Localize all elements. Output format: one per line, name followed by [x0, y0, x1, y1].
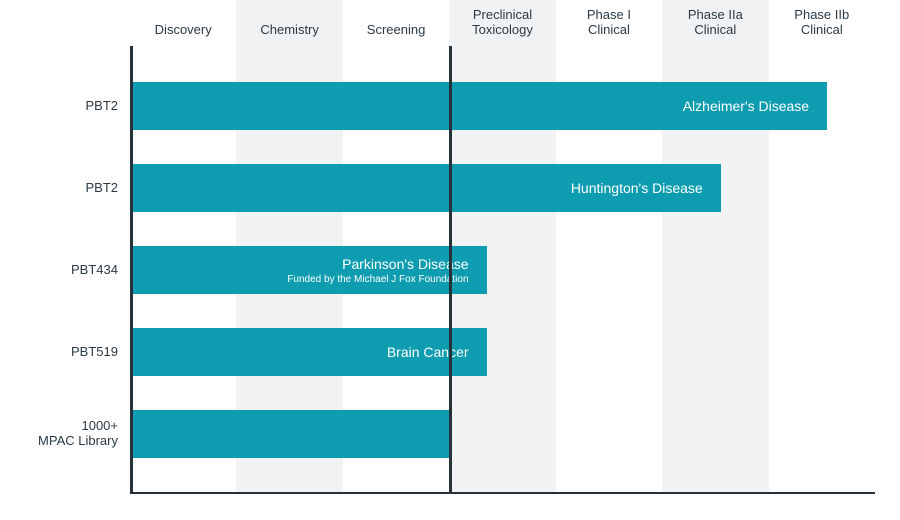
phase-header-label: Phase IClinical: [556, 8, 662, 38]
phase-header-label: Discovery: [130, 23, 236, 38]
pipeline-bar: Parkinson's DiseaseFunded by the Michael…: [132, 246, 487, 294]
row-label: PBT519: [8, 345, 118, 360]
bar-title: Alzheimer's Disease: [683, 98, 809, 114]
pipeline-chart: DiscoveryChemistryScreeningPreclinicalTo…: [0, 0, 900, 520]
pipeline-bar: Alzheimer's Disease: [132, 82, 827, 130]
row-label: 1000+MPAC Library: [8, 419, 118, 449]
phase-header-label: Phase IIaClinical: [662, 8, 768, 38]
phase-header-label: Screening: [343, 23, 449, 38]
row-label: PBT434: [8, 263, 118, 278]
x-axis: [130, 492, 875, 494]
bar-subtitle: Funded by the Michael J Fox Foundation: [287, 274, 468, 285]
phase-header-label: Phase IIbClinical: [769, 8, 875, 38]
phase-band: [662, 0, 768, 494]
row-label: PBT2: [8, 181, 118, 196]
screening-divider: [449, 46, 452, 494]
pipeline-bar: Huntington's Disease: [132, 164, 721, 212]
y-axis: [130, 46, 133, 494]
row-label: PBT2: [8, 99, 118, 114]
phase-header-label: Chemistry: [236, 23, 342, 38]
pipeline-bar: Brain Cancer: [132, 328, 487, 376]
phase-header-label: PreclinicalToxicology: [449, 8, 555, 38]
bar-title: Brain Cancer: [387, 344, 469, 360]
bar-title: Huntington's Disease: [571, 180, 703, 196]
pipeline-bar: [132, 410, 449, 458]
